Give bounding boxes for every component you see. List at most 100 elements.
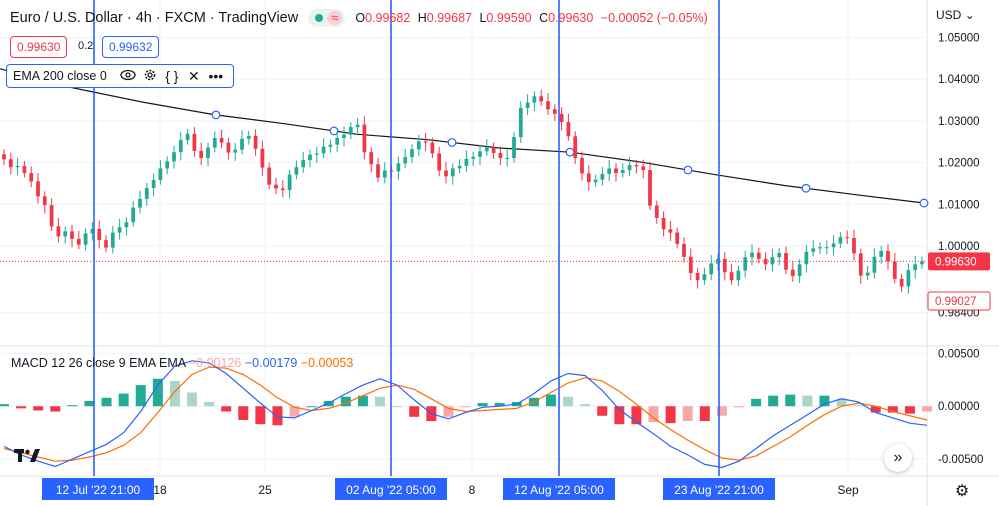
candle[interactable] (899, 273, 904, 293)
scroll-to-realtime-button[interactable]: » (884, 444, 912, 472)
braces-icon[interactable]: { } (165, 68, 179, 84)
ema-handle-icon[interactable] (683, 165, 693, 175)
candle[interactable] (838, 232, 843, 249)
macd-axis-label[interactable]: 0.00000 (938, 401, 980, 413)
candle[interactable] (63, 226, 68, 244)
candle[interactable] (852, 229, 856, 261)
candle[interactable] (811, 240, 816, 257)
gear-icon[interactable] (139, 68, 161, 85)
candle[interactable] (675, 227, 680, 249)
candle[interactable] (913, 255, 918, 279)
candle[interactable] (287, 169, 292, 199)
ema-handle-icon[interactable] (801, 183, 811, 193)
candle[interactable] (607, 160, 612, 181)
candle[interactable] (484, 139, 489, 156)
candle[interactable] (641, 159, 646, 179)
candle[interactable] (505, 149, 510, 167)
candle[interactable] (342, 126, 346, 147)
candle[interactable] (158, 160, 163, 185)
price-axis-label[interactable]: 0.98400 (938, 308, 980, 320)
candle[interactable] (2, 149, 6, 166)
candle[interactable] (450, 163, 455, 185)
candle[interactable] (552, 104, 557, 121)
candle[interactable] (138, 190, 142, 214)
candle[interactable] (131, 200, 136, 227)
candle[interactable] (648, 161, 652, 211)
candle[interactable] (328, 139, 333, 153)
candle[interactable] (824, 240, 829, 255)
candle[interactable] (369, 147, 374, 173)
ema-indicator-legend[interactable]: EMA 200 close 0 { } ✕ ••• (6, 64, 234, 88)
candle[interactable] (314, 146, 319, 163)
candle[interactable] (117, 218, 122, 240)
macd-line[interactable] (3, 360, 928, 469)
candle[interactable] (614, 163, 618, 182)
crosshair-time-label[interactable]: 12 Jul '22 21:00 (42, 478, 154, 500)
candle[interactable] (777, 248, 782, 266)
candle[interactable] (464, 150, 469, 172)
candle[interactable] (702, 267, 707, 285)
candle[interactable] (124, 217, 129, 236)
candle[interactable] (573, 131, 578, 164)
candle[interactable] (593, 174, 598, 187)
crosshair-time-label[interactable]: 23 Aug '22 21:00 (663, 478, 775, 500)
candle[interactable] (695, 268, 700, 289)
crosshair-time-label[interactable]: 02 Aug '22 05:00 (335, 478, 447, 500)
candle[interactable] (423, 132, 428, 151)
candle[interactable] (144, 183, 149, 206)
candle[interactable] (444, 162, 448, 184)
candle[interactable] (70, 224, 74, 248)
candle[interactable] (403, 148, 408, 168)
candle[interactable] (546, 92, 550, 116)
candle[interactable] (192, 127, 197, 157)
candle[interactable] (879, 245, 884, 264)
candle[interactable] (36, 173, 40, 204)
macd-pane[interactable] (0, 360, 932, 469)
last-price-tag[interactable]: 0.99630 (928, 252, 990, 271)
ema-handle-icon[interactable] (919, 198, 929, 208)
ema-handle-icon[interactable] (329, 126, 339, 136)
candle[interactable] (784, 246, 788, 275)
candle[interactable] (831, 235, 836, 256)
candle[interactable] (539, 89, 544, 106)
candle[interactable] (246, 130, 251, 145)
candle[interactable] (308, 149, 312, 168)
candle[interactable] (756, 247, 761, 264)
candle[interactable] (260, 140, 265, 176)
candle[interactable] (430, 137, 435, 158)
market-status[interactable]: ≈ (308, 9, 346, 27)
candle[interactable] (233, 142, 238, 161)
candle[interactable] (301, 151, 306, 173)
candle[interactable] (151, 173, 156, 197)
candle[interactable] (240, 130, 244, 155)
candle[interactable] (722, 252, 727, 281)
macd-axis-label[interactable]: -0.00500 (938, 454, 983, 466)
candle[interactable] (396, 156, 401, 180)
candle[interactable] (559, 107, 564, 131)
axes[interactable]: 18 25 8 Sep 1.05000 1.04000 1.03000 1.02000 1.01… (153, 33, 991, 497)
sell-button[interactable]: 0.99630 (10, 36, 68, 58)
price-axis-label[interactable]: 1.02000 (938, 158, 980, 170)
candle[interactable] (478, 144, 482, 166)
candle[interactable] (280, 180, 285, 198)
crosshair-lines[interactable]: 12 Jul '22 21:00 02 Aug '22 05:00 12 Aug '… (42, 0, 775, 500)
candle[interactable] (83, 228, 88, 251)
candle[interactable] (355, 117, 360, 133)
price-axis-label[interactable]: 1.00000 (938, 241, 980, 253)
candle[interactable] (654, 200, 659, 224)
candle[interactable] (376, 157, 380, 183)
candle[interactable] (872, 248, 877, 279)
candle[interactable] (42, 191, 47, 214)
candle[interactable] (729, 263, 734, 285)
candle[interactable] (15, 157, 20, 176)
candle[interactable] (736, 265, 741, 286)
candle[interactable] (110, 225, 115, 254)
candle[interactable] (498, 146, 503, 166)
candle[interactable] (348, 122, 353, 140)
candle[interactable] (199, 142, 204, 166)
price-axis-label[interactable]: 1.05000 (938, 33, 980, 45)
price-axis-label[interactable]: 1.04000 (938, 74, 980, 86)
candle[interactable] (172, 145, 176, 169)
candle[interactable] (22, 160, 27, 178)
candle[interactable] (586, 165, 591, 191)
